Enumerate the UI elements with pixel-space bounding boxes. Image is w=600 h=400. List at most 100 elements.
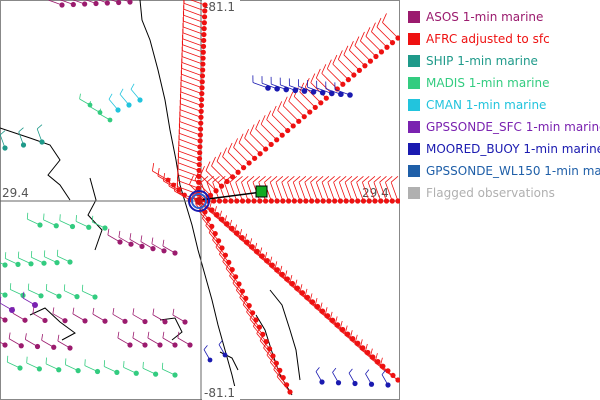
afrc-barb xyxy=(315,182,324,202)
afrc-barb-flag xyxy=(266,110,272,120)
asos-dot xyxy=(122,318,128,324)
afrc-barb-flag xyxy=(314,297,318,308)
afrc-barb xyxy=(183,3,205,12)
madis-dot xyxy=(133,370,139,376)
afrc-barb xyxy=(310,82,327,99)
afrc-barb-flag xyxy=(365,27,371,37)
afrc-barb-flag xyxy=(376,17,382,28)
legend-swatch xyxy=(408,143,420,155)
asos-dot xyxy=(182,319,188,325)
afrc-barb-flag xyxy=(258,176,266,183)
afrc-dot xyxy=(284,382,290,388)
afrc-barb xyxy=(373,182,382,202)
lon-label-bottom: -81.1 xyxy=(204,386,235,400)
afrc-barb xyxy=(364,353,384,367)
afrc-barb-flag xyxy=(216,152,222,162)
afrc-barb-flag xyxy=(374,353,378,363)
afrc-dot xyxy=(197,138,203,144)
moored-buoy-dot xyxy=(319,89,326,96)
afrc-dot xyxy=(285,127,291,134)
afrc-barb-flag xyxy=(343,45,349,56)
asos-barb-flag xyxy=(107,228,110,236)
afrc-dot xyxy=(395,198,400,204)
afrc-barb-flag xyxy=(205,161,211,171)
afrc-barb-flag xyxy=(229,267,235,277)
afrc-dot xyxy=(274,137,280,143)
afrc-dot xyxy=(318,100,324,106)
afrc-barb-flag xyxy=(246,303,252,313)
afrc-dot xyxy=(196,179,202,185)
afrc-barb xyxy=(190,0,206,6)
afrc-barb-flag xyxy=(208,201,212,212)
ship-barb-flag xyxy=(18,127,24,133)
afrc-barb xyxy=(181,79,203,89)
ship-dot xyxy=(20,142,27,148)
afrc-barb xyxy=(310,182,318,202)
afrc-barb xyxy=(266,119,283,136)
madis-dot xyxy=(2,262,8,268)
afrc-barb xyxy=(354,45,371,62)
afrc-barb-flag xyxy=(371,22,376,32)
afrc-dot xyxy=(297,198,303,204)
legend-swatch xyxy=(408,165,420,177)
afrc-barb xyxy=(180,91,202,100)
afrc-barb xyxy=(371,31,388,48)
afrc-barb-flag xyxy=(269,176,278,183)
afrc-dot xyxy=(287,389,293,395)
cman-dot xyxy=(126,102,132,108)
madis-dot xyxy=(28,261,34,267)
cman-dot xyxy=(115,107,121,113)
afrc-barb xyxy=(293,96,311,113)
afrc-barb-flag xyxy=(218,246,225,255)
afrc-barb xyxy=(223,224,243,238)
afrc-barb-flag xyxy=(223,215,227,226)
madis-dot xyxy=(56,293,62,299)
madis-dot xyxy=(67,259,73,265)
asos-barb-flag xyxy=(92,307,95,315)
afrc-barb xyxy=(349,339,369,353)
afrc-barb xyxy=(198,201,218,215)
afrc-barb-flag xyxy=(215,239,221,248)
madis-dot xyxy=(107,117,113,123)
afrc-barb-flag xyxy=(212,176,220,183)
afrc-barb xyxy=(229,182,238,202)
moored-buoy-barb xyxy=(199,191,263,201)
afrc-barb-flag xyxy=(228,219,232,230)
afrc-dot xyxy=(337,198,344,204)
asos-dot xyxy=(82,318,88,324)
legend-swatch xyxy=(408,33,420,45)
afrc-barb-flag xyxy=(287,176,295,183)
asos-dot xyxy=(18,343,24,349)
madis-dot xyxy=(94,368,101,375)
madis-dot xyxy=(53,223,59,229)
asos-dot xyxy=(62,318,68,324)
afrc-barb-flag xyxy=(344,325,348,336)
afrc-barb-flag xyxy=(344,176,353,183)
afrc-barb-flag xyxy=(385,176,393,183)
afrc-barb-flag xyxy=(222,147,227,157)
cman-dot xyxy=(137,97,143,103)
afrc-barb xyxy=(379,367,399,381)
asos-barb-flag xyxy=(32,307,35,314)
afrc-barb-flag xyxy=(238,133,244,143)
afrc-barb xyxy=(228,229,248,243)
afrc-barb xyxy=(216,161,233,178)
afrc-dot xyxy=(355,198,361,204)
moored-buoy-barb-flag xyxy=(381,370,386,375)
afrc-barb-flag xyxy=(281,176,289,183)
madis-barb-flag xyxy=(79,93,81,100)
afrc-barb-flag xyxy=(263,339,269,349)
afrc-barb-flag xyxy=(248,238,253,249)
asos-dot xyxy=(104,0,110,6)
afrc-barb-flag xyxy=(288,91,294,102)
afrc-dot xyxy=(216,198,223,204)
afrc-barb xyxy=(235,182,243,202)
asos-dot xyxy=(128,241,134,247)
afrc-barb-flag xyxy=(239,289,245,298)
afrc-barb xyxy=(332,63,349,80)
asos-barb-flag xyxy=(140,235,143,242)
buoy-ring-inner xyxy=(191,193,207,209)
cman-barb-flag xyxy=(130,83,135,90)
madis-dot xyxy=(92,294,98,300)
afrc-dot xyxy=(202,8,208,14)
